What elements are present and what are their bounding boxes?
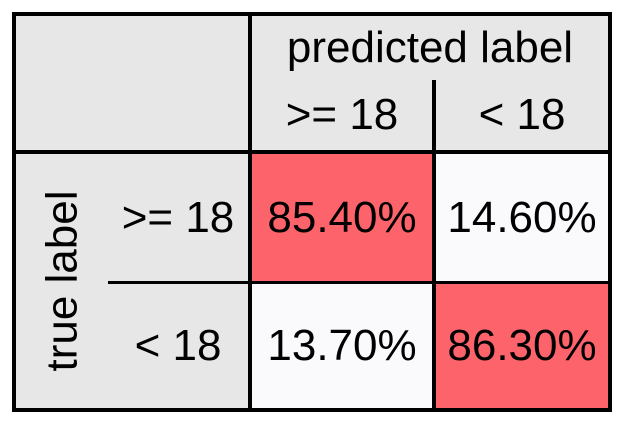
value-row-divider bbox=[108, 281, 608, 284]
row-label-column-divider bbox=[248, 16, 252, 408]
matrix-cell-1-1: 86.30% bbox=[436, 284, 608, 408]
row-header-1: < 18 bbox=[108, 284, 248, 408]
column-header-1: < 18 bbox=[436, 80, 608, 150]
matrix-value-1-0: 13.70% bbox=[267, 321, 417, 370]
matrix-value-0-0: 85.40% bbox=[267, 192, 417, 242]
matrix-value-1-1: 86.30% bbox=[447, 321, 597, 370]
true-label-text: true label bbox=[37, 190, 87, 372]
column-header-0-label: >= 18 bbox=[285, 90, 399, 139]
predicted-label-header: predicted label bbox=[252, 16, 608, 80]
column-header-0: >= 18 bbox=[252, 80, 432, 150]
true-label-header: true label bbox=[16, 154, 108, 408]
row-header-0-label: >= 18 bbox=[121, 192, 235, 242]
matrix-value-0-1: 14.60% bbox=[447, 192, 597, 242]
matrix-cell-0-1: 14.60% bbox=[436, 154, 608, 281]
row-header-1-label: < 18 bbox=[134, 321, 222, 370]
matrix-cell-1-0: 13.70% bbox=[252, 284, 432, 408]
confusion-matrix: predicted label >= 18 < 18 true label >=… bbox=[12, 12, 612, 412]
predicted-label-text: predicted label bbox=[286, 23, 574, 72]
column-header-1-label: < 18 bbox=[478, 90, 566, 139]
header-body-divider bbox=[16, 150, 608, 154]
matrix-cell-0-0: 85.40% bbox=[252, 154, 432, 281]
value-column-divider bbox=[432, 80, 436, 408]
row-header-0: >= 18 bbox=[108, 154, 248, 281]
